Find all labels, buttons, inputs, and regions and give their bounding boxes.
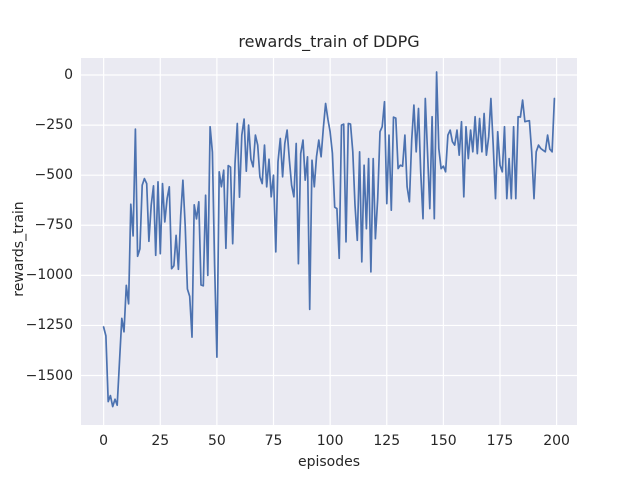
- x-tick-label: 0: [99, 433, 109, 449]
- y-tick-label: −750: [34, 217, 73, 234]
- y-axis-label: rewards_train: [11, 201, 27, 297]
- y-tick-label: −1500: [25, 367, 73, 384]
- x-tick-label: 200: [543, 433, 570, 449]
- x-tick-label: 150: [429, 433, 457, 449]
- x-tick-label: 25: [151, 433, 170, 449]
- y-tick-label: −250: [34, 117, 73, 134]
- x-axis-label: episodes: [297, 454, 361, 470]
- plot-area: [81, 58, 577, 425]
- data-line: [102, 71, 556, 408]
- plot-svg: [81, 58, 577, 425]
- x-tick-label: 50: [207, 433, 226, 449]
- x-tick-label: 125: [373, 433, 401, 449]
- y-tick-label: 0: [64, 67, 73, 84]
- x-tick-label: 175: [486, 433, 514, 449]
- x-tick-label: 75: [264, 433, 283, 449]
- y-tick-label: −500: [34, 167, 73, 184]
- x-tick-label: 100: [316, 433, 344, 449]
- y-tick-label: −1000: [25, 267, 73, 284]
- y-tick-label: −1250: [25, 317, 73, 334]
- chart-title: rewards_train of DDPG: [238, 32, 420, 51]
